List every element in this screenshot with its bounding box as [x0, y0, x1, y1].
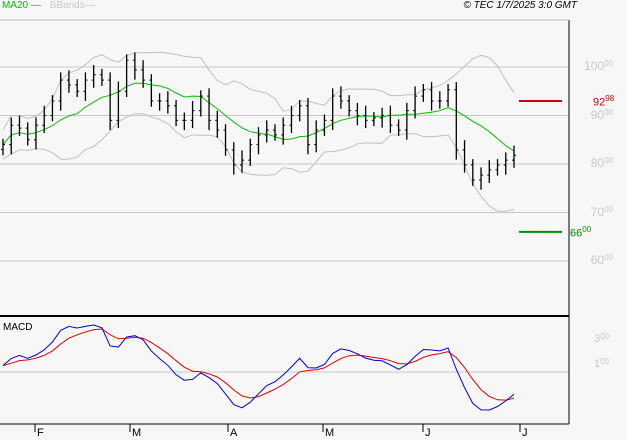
macd-tick-label: 100: [593, 357, 609, 370]
x-tick-label: M: [325, 427, 335, 439]
x-tick-label: A: [230, 427, 238, 439]
legend-ma20: MA20 —: [2, 0, 41, 11]
y-tick-label: 6000: [590, 253, 613, 267]
price-levels: [519, 100, 562, 233]
resistance-label: 9298: [593, 94, 615, 109]
price-grid: [0, 66, 569, 373]
x-tick-label: J: [425, 427, 431, 439]
bollinger-bands: [2, 51, 515, 212]
copyright: © TEC 1/7/2025 3:0 GMT: [463, 0, 577, 11]
macd-line: [2, 324, 515, 411]
support-label: 6600: [570, 224, 592, 240]
y-tick-label: 10000: [584, 59, 613, 73]
x-tick-label: M: [132, 427, 142, 439]
bband-lower: [2, 113, 515, 212]
x-ticks: [34, 424, 521, 432]
legend: MA20 — BBands—: [2, 0, 95, 11]
price-bars: [1, 52, 516, 190]
bband-upper: [2, 51, 515, 131]
legend-bbands: BBands—: [49, 0, 95, 11]
macd-title: MACD: [3, 322, 33, 333]
macd-lines: [2, 324, 515, 411]
y-tick-label: 7000: [590, 204, 613, 219]
x-tick-label: F: [37, 427, 44, 439]
signal-line: [2, 328, 515, 401]
y-tick-label: 8000: [590, 156, 613, 170]
macd-tick-label: 300: [593, 332, 609, 345]
y-tick-label: 9000: [590, 107, 613, 122]
x-tick-label: J: [522, 427, 528, 439]
